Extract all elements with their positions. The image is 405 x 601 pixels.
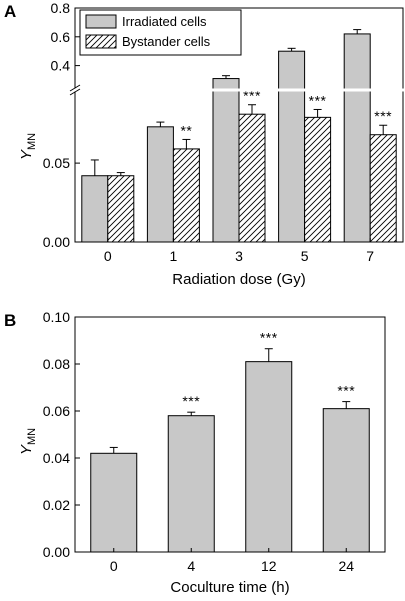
svg-text:YMN: YMN	[18, 428, 38, 455]
panel-b-plot-frame	[74, 316, 386, 553]
significance-marker: ***	[260, 330, 278, 346]
legend-swatch	[85, 14, 117, 29]
panel-b-y-tick-label: 0.00	[43, 544, 70, 560]
panel-b-y-axis-title-main: Y	[18, 444, 35, 455]
bystander-bar	[369, 134, 397, 243]
svg-text:YMN: YMN	[18, 133, 38, 160]
bystander-bar	[107, 175, 135, 243]
coculture-bar	[245, 361, 293, 553]
axis-break-mark	[69, 84, 81, 92]
panel-a-y-tick-label: 0.05	[43, 155, 70, 171]
significance-marker: ***	[337, 383, 355, 399]
panel-b-x-axis-title: Coculture time (h)	[170, 579, 289, 596]
panel-a-x-tick-label: 0	[104, 248, 112, 264]
bystander-bar	[172, 148, 200, 243]
significance-marker: ***	[182, 393, 200, 409]
bystander-bar	[304, 116, 332, 243]
coculture-bar	[322, 408, 370, 553]
panel-a-x-tick-label: 1	[170, 248, 178, 264]
legend-swatch	[85, 34, 117, 49]
panel-b-y-tick-label: 0.10	[43, 309, 70, 325]
panel-a-x-tick-label: 5	[301, 248, 309, 264]
panel-b-y-axis-title-sub: MN	[26, 428, 38, 445]
panel-a-y-axis-title: YMN	[18, 133, 38, 160]
significance-marker: **	[180, 122, 192, 138]
panel-b-y-tick-label: 0.04	[43, 450, 70, 466]
irradiated-bar	[343, 33, 371, 243]
significance-marker: ***	[309, 92, 327, 108]
panel-b-x-tick-label: 12	[261, 558, 277, 574]
panel-a-x-ticks: 0 1 3 5 7	[104, 238, 374, 264]
panel-a-letter: A	[4, 2, 16, 21]
axis-break-mark	[69, 88, 81, 96]
panel-b-y-tick-label: 0.06	[43, 403, 70, 419]
panel-a-x-tick-label: 3	[235, 248, 243, 264]
panel-a-bars: ***** ******	[69, 29, 404, 243]
panel-a-y-tick-label: 0.4	[51, 58, 71, 74]
panel-b-frame-rect	[74, 316, 386, 553]
panel-b-letter: B	[4, 311, 16, 330]
panel-a-legend: Irradiated cells Bystander cells	[79, 9, 242, 56]
irradiated-bar	[278, 50, 306, 243]
panel-a-y-tick-label: 0.8	[51, 0, 71, 16]
legend-label: Bystander cells	[122, 34, 211, 49]
panel-b-x-tick-label: 4	[187, 558, 195, 574]
irradiated-bar	[212, 78, 240, 243]
irradiated-bar	[81, 175, 109, 243]
coculture-bar	[90, 452, 138, 553]
axis-break-gap	[74, 88, 404, 92]
panel-b-y-ticks: 0.00 0.02 0.04 0.06 0.08 0.10	[43, 309, 80, 560]
legend-label: Irradiated cells	[122, 14, 207, 29]
panel-a-y-ticks: 0.00 0.05 0.4 0.6 0.8	[43, 0, 80, 250]
coculture-bar	[167, 415, 215, 553]
panel-b-y-tick-label: 0.02	[43, 497, 70, 513]
panel-a-y-axis-title-main: Y	[18, 149, 35, 160]
panel-b: B YMN *** *** *** 0.00 0.02 0.04 0.06 0.08 0.10…	[4, 309, 386, 596]
panel-a-y-axis-title-sub: MN	[26, 133, 38, 150]
panel-b-bars: *** *** ***	[90, 330, 370, 553]
significance-marker: ***	[374, 108, 392, 124]
panel-b-y-axis-title: YMN	[18, 428, 38, 455]
panel-a-x-tick-label: 7	[366, 248, 374, 264]
panel-b-x-tick-label: 0	[110, 558, 118, 574]
panel-a-y-tick-label: 0.00	[43, 234, 70, 250]
panel-b-y-tick-label: 0.08	[43, 356, 70, 372]
panel-a-y-tick-label: 0.6	[51, 29, 71, 45]
irradiated-bar	[146, 126, 174, 243]
panel-b-x-ticks: 0 4 12 24	[110, 548, 354, 574]
significance-marker: ***	[243, 88, 261, 104]
bystander-bar	[238, 113, 266, 243]
panel-b-x-tick-label: 24	[338, 558, 354, 574]
panel-a-x-axis-title: Radiation dose (Gy)	[172, 271, 305, 288]
